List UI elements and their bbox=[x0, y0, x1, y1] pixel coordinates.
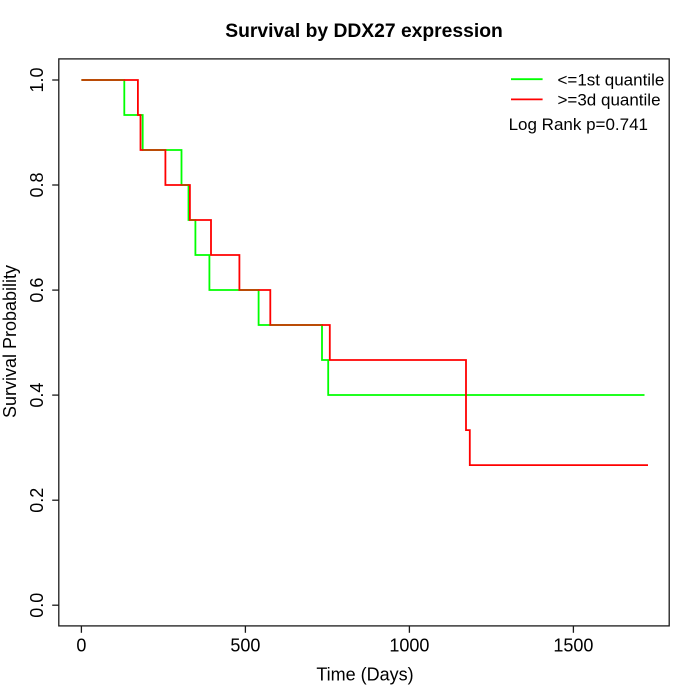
svg-text:1500: 1500 bbox=[553, 636, 593, 656]
svg-text:Log Rank p=0.741: Log Rank p=0.741 bbox=[509, 115, 648, 134]
svg-text:Survival by DDX27 expression: Survival by DDX27 expression bbox=[225, 21, 503, 42]
svg-text:0.2: 0.2 bbox=[27, 488, 47, 513]
svg-text:1.0: 1.0 bbox=[27, 67, 47, 92]
svg-text:Survival Probability: Survival Probability bbox=[0, 265, 20, 418]
svg-text:0.6: 0.6 bbox=[27, 278, 47, 303]
svg-text:0.8: 0.8 bbox=[27, 172, 47, 197]
svg-text:Time (Days): Time (Days) bbox=[316, 665, 413, 685]
svg-text:1000: 1000 bbox=[389, 636, 429, 656]
svg-text:>=3d quantile: >=3d quantile bbox=[558, 91, 661, 110]
svg-text:0: 0 bbox=[76, 636, 86, 656]
svg-text:0.4: 0.4 bbox=[27, 383, 47, 408]
svg-text:500: 500 bbox=[230, 636, 260, 656]
svg-text:0.0: 0.0 bbox=[27, 593, 47, 618]
svg-text:<=1st quantile: <=1st quantile bbox=[558, 70, 665, 89]
